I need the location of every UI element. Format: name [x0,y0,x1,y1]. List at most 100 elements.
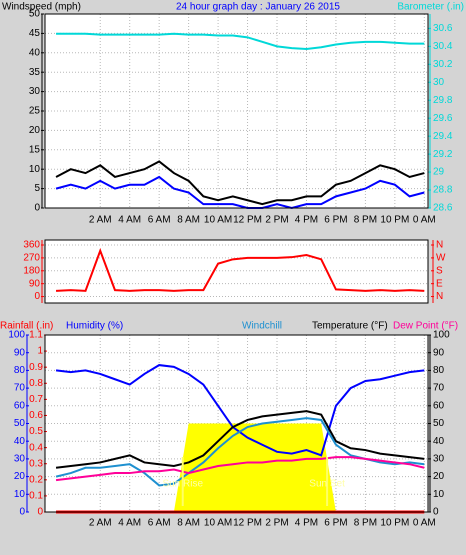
y2-axis-label: Barometer (.in) [397,2,464,13]
y-tick-label: 45 [29,28,41,39]
x-tick-label: 4 PM [295,215,318,226]
y2-tick-label: 29.4 [433,131,453,142]
legend-entry: Dew Point (°F) [393,321,458,332]
y-tick-label: 180 [23,265,40,276]
y-tick-label: 20 [14,471,26,482]
y-tick-label: 0 [19,507,25,518]
x-tick-label: 4 AM [118,215,141,226]
y-tick-label: 50 [14,418,26,429]
x-tick-label: 12 PM [233,215,262,226]
y-tick-label: 10 [29,164,41,175]
legend-entry: Humidity (%) [66,321,123,332]
line [55,410,425,469]
y2-tick-label: 40 [433,436,445,447]
x-tick-label: 6 AM [148,215,171,226]
x-tick-label: 6 PM [324,215,347,226]
line [55,247,425,292]
y2-tick-label: 30.2 [433,59,453,70]
y3-tick-label: 0.4 [29,442,43,453]
x-tick-label: 8 PM [354,518,377,529]
y2-tick-label: 30 [433,77,445,88]
y3-tick-label: 1.1 [29,330,43,341]
y-tick-label: 270 [23,253,40,264]
y-tick-label: 90 [14,347,26,358]
y2-tick-label: N [436,291,443,302]
y3-tick-label: 0.5 [29,426,43,437]
x-tick-label: 4 AM [118,518,141,529]
plot-border [44,334,429,513]
x-tick-label: 2 PM [265,215,288,226]
y2-tick-label: S [436,265,443,276]
y3-tick-label: 0 [37,507,43,518]
y2-tick-label: 90 [433,347,445,358]
line [56,32,425,51]
y-tick-label: 35 [29,67,41,78]
x-tick-label: 2 PM [265,518,288,529]
y3-tick-label: 0.9 [29,362,43,373]
y-tick-label: 5 [34,183,40,194]
y-tick-label: 70 [14,383,26,394]
y3-tick-label: 1 [37,346,43,357]
y2-tick-label: 70 [433,383,445,394]
y2-tick-label: 29.6 [433,113,453,124]
annotation: Sun Set [309,479,345,490]
y2-tick-label: 10 [433,489,445,500]
y-tick-label: 10 [14,489,26,500]
x-tick-label: 0 AM [413,518,436,529]
y2-tick-label: 50 [433,418,445,429]
y-tick-label: 15 [29,144,41,155]
plot-border [44,239,429,304]
y2-tick-label: 0 [433,507,439,518]
y-tick-label: 0 [34,291,40,302]
x-tick-label: 6 AM [148,518,171,529]
y3-tick-label: 0.1 [29,491,43,502]
line [55,456,425,482]
x-tick-label: 0 AM [413,215,436,226]
y2-tick-label: 20 [433,471,445,482]
y-tick-label: 20 [29,125,41,136]
y3-tick-label: 0.3 [29,458,43,469]
y-tick-label: 360 [23,240,40,251]
y2-tick-label: 29.2 [433,149,453,160]
y2-tick-label: 28.8 [433,185,453,196]
legend-entry: Temperature (°F) [312,321,388,332]
x-tick-label: 8 PM [354,215,377,226]
x-tick-label: 10 AM [204,215,232,226]
y2-tick-label: 30 [433,454,445,465]
y-tick-label: 30 [29,86,41,97]
y-tick-label: 25 [29,106,41,117]
line [55,160,425,206]
y2-tick-label: N [436,240,443,251]
x-tick-label: 2 AM [89,518,112,529]
y-tick-label: 50 [29,9,41,20]
legend-entry: Windchill [242,321,282,332]
x-tick-label: 6 PM [324,518,347,529]
plot-area [45,240,428,303]
y-tick-label: 40 [14,436,26,447]
y2-tick-label: 80 [433,365,445,376]
y3-tick-label: 0.2 [29,474,43,485]
y-tick-label: 40 [29,47,41,58]
y-tick-label: 0 [34,203,40,214]
x-tick-label: 12 PM [233,518,262,529]
y-tick-label: 100 [8,330,25,341]
y2-tick-label: 29.8 [433,95,453,106]
y3-tick-label: 0.8 [29,378,43,389]
y-tick-label: 80 [14,365,26,376]
y3-tick-label: 0.7 [29,394,43,405]
y2-tick-label: 30.4 [433,41,453,52]
y-axis-label: Windspeed (mph) [2,2,81,13]
y2-tick-label: E [436,278,443,289]
y2-tick-label: 60 [433,400,445,411]
x-tick-label: 8 AM [177,215,200,226]
annotation: Sun Rise [162,479,203,490]
y-tick-label: 60 [14,400,26,411]
area [56,423,425,512]
chart-title: 24 hour graph day : January 26 2015 [176,2,340,13]
x-tick-label: 10 PM [380,215,409,226]
y2-tick-label: 100 [433,330,450,341]
x-tick-label: 4 PM [295,518,318,529]
x-tick-label: 2 AM [89,215,112,226]
legend-entry: Rainfall (.in) [0,321,53,332]
